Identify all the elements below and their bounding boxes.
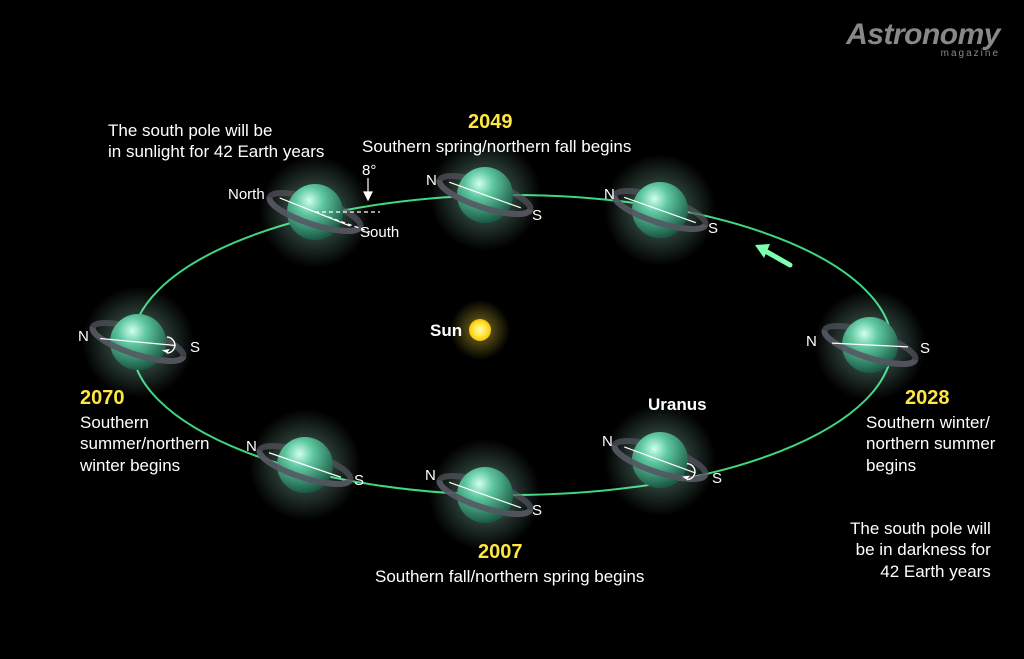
pole-n-p2007: N	[425, 467, 436, 484]
caption-2049: Southern spring/northern fall begins	[362, 136, 631, 157]
note-southeast: The south pole will be in darkness for 4…	[850, 518, 991, 582]
pole-s-p2049_mid: S	[532, 207, 542, 224]
pole-s-p2049_left: South	[360, 224, 399, 241]
pole-n-p2070: N	[78, 328, 89, 345]
pole-s-p_uranus: S	[712, 470, 722, 487]
pole-s-p2007_left: S	[354, 472, 364, 489]
planet-p2007_left	[249, 409, 361, 521]
planet-p2028	[814, 289, 926, 401]
pole-s-p2070: S	[190, 339, 200, 356]
pole-n-p2049_right: N	[604, 186, 615, 203]
planet-p2007	[429, 439, 541, 551]
note-northwest: The south pole will be in sunlight for 4…	[108, 120, 324, 163]
planet-p2049_right	[604, 154, 716, 266]
planet-p2070	[82, 286, 194, 398]
year-2007: 2007	[478, 540, 523, 565]
planet-p_uranus	[604, 404, 716, 516]
pole-n-p_uranus: N	[602, 433, 613, 450]
year-2070: 2070	[80, 386, 125, 411]
pole-n-p2028: N	[806, 333, 817, 350]
caption-2070: Southern summer/northern winter begins	[80, 412, 209, 476]
pole-n-p2049_mid: N	[426, 172, 437, 189]
pole-s-p2007: S	[532, 502, 542, 519]
year-2028: 2028	[905, 386, 950, 411]
pole-s-p2028: S	[920, 340, 930, 357]
tilt-angle-text: 8°	[362, 162, 376, 181]
year-2049: 2049	[468, 110, 513, 135]
pole-s-p2049_right: S	[708, 220, 718, 237]
sun-label: Sun	[430, 320, 462, 341]
uranus-label: Uranus	[648, 394, 707, 415]
pole-n-p2049_left: North	[228, 186, 265, 203]
pole-n-p2007_left: N	[246, 438, 257, 455]
caption-2007: Southern fall/northern spring begins	[375, 566, 644, 587]
caption-2028: Southern winter/ northern summer begins	[866, 412, 1024, 476]
orbit-direction-arrow	[755, 244, 790, 265]
